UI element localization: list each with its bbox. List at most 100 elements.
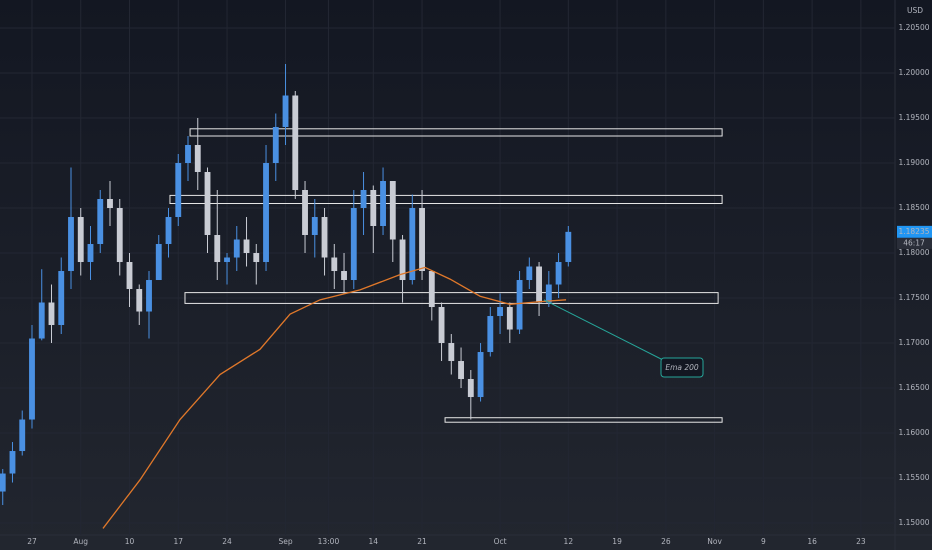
y-tick-label: 1.19500 [898,113,929,122]
candle-body [58,271,65,326]
y-tick-label: 1.15000 [898,518,929,527]
candle-body [282,95,289,127]
candle-body [487,316,494,353]
x-tick-label: Nov [707,537,722,546]
candle-body [185,145,191,164]
x-tick-label: 16 [807,537,817,546]
y-tick-label: 1.16000 [898,428,929,437]
candle-body [126,262,133,290]
x-tick-label: Oct [494,537,507,546]
candle-body [204,172,211,236]
y-tick-label: 1.18500 [898,203,929,212]
x-tick-label: 19 [612,537,622,546]
candle-body [467,379,474,398]
x-tick-label: 27 [27,537,37,546]
candle-body [0,473,6,492]
candle-body [399,239,406,281]
candle-body [565,231,572,263]
candle-body [497,307,503,317]
candle-body [302,190,308,236]
annotation-text: Ema 200 [665,363,699,372]
candle-body [107,199,113,209]
ema-line [102,266,567,529]
candle-body [214,235,221,263]
candle-body [136,289,143,312]
candle-body [555,262,562,285]
candle-body [116,208,123,263]
x-tick-label: 23 [856,537,866,546]
candle-body [360,190,367,209]
zone [184,292,719,304]
x-tick-label: 13:00 [318,537,340,546]
y-tick-label: 1.17000 [898,338,929,347]
candle-body [77,217,84,263]
candle-body [194,145,201,173]
candle-body [38,302,45,339]
candle-body [419,208,425,272]
y-tick-label: 1.18000 [898,248,929,257]
candle-body [165,217,172,245]
x-tick-label: Sep [278,537,292,546]
candle-body [321,217,328,258]
candle-body [428,271,435,308]
candle-body [253,253,260,263]
candle-body [146,280,152,312]
candle-body [311,217,318,236]
zone [169,194,723,205]
candle-body [87,244,94,263]
candle-body [438,307,445,344]
currency: USD [907,6,923,15]
last-price-label: 1.18235 [898,227,929,236]
y-tick-label: 1.17500 [898,293,929,302]
candle-body [243,239,250,254]
candle-body [68,217,74,272]
candle-body [477,352,484,398]
y-tick-label: 1.20500 [898,23,929,32]
candle-body [380,181,386,227]
countdown-box [897,237,932,249]
y-tick-label: 1.15500 [898,473,929,482]
candle-body [350,208,357,281]
candle-body [263,163,269,263]
y-tick-label: 1.16500 [898,383,929,392]
y-tick-label: 1.20000 [898,68,929,77]
last-price-box [897,225,932,238]
candle-body [19,419,26,452]
annotation-box [660,357,704,378]
candle-body [545,284,552,303]
candle-body [448,343,455,362]
candle-body [526,266,533,281]
candle-body [389,181,396,240]
x-tick-label: 12 [564,537,574,546]
zone [444,417,723,423]
countdown: 46:17 [903,238,925,247]
candle-body [48,302,55,326]
annotation-arrow [543,299,664,361]
candle-body [370,190,377,227]
x-tick-label: Aug [73,537,88,546]
candle-body [272,126,279,164]
y-tick-label: 1.19000 [898,158,929,167]
x-tick-label: 10 [125,537,135,546]
candle-body [9,451,16,474]
x-tick-label: 14 [369,537,379,546]
zone [189,128,723,137]
candle-body [341,271,347,281]
candle-body [175,163,182,218]
x-tick-label: 24 [222,537,232,546]
candle-body [155,244,162,281]
x-tick-label: 9 [761,537,766,546]
candle-body [97,199,104,245]
candle-body [516,280,523,330]
candle-body [409,208,416,281]
candle-body [536,266,542,303]
candle-body [233,239,240,258]
x-tick-label: 21 [417,537,427,546]
candle-body [292,95,299,191]
candle-body [458,361,464,380]
candle-body [331,257,338,272]
candle-body [506,307,513,330]
x-tick-label: 26 [661,537,671,546]
